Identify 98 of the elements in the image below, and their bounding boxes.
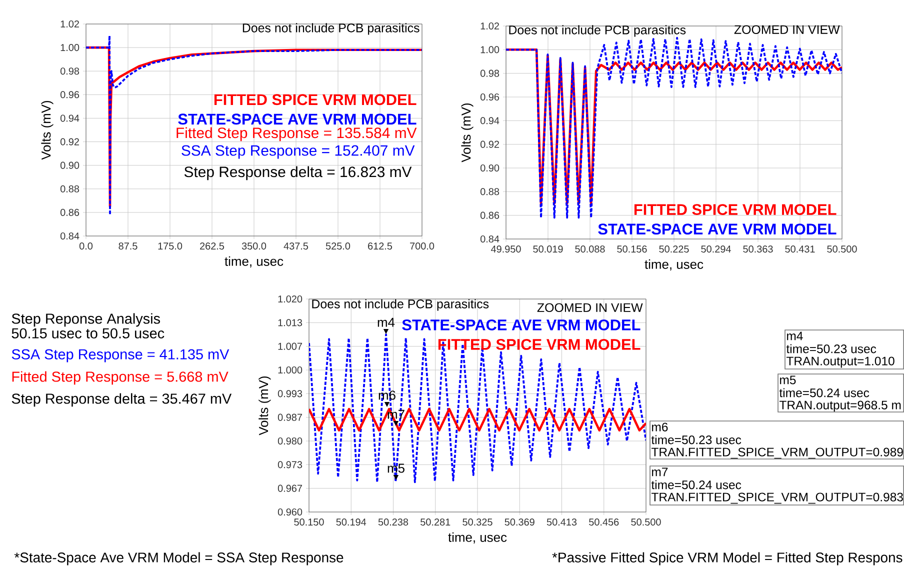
text: STATE-SPACE AVE VRM MODEL bbox=[178, 114, 416, 125]
x-axis-title: time, usec bbox=[448, 532, 507, 544]
y-tick-label: 1.007 bbox=[278, 342, 302, 350]
y-tick-label: 0.960 bbox=[278, 508, 302, 516]
y-tick-label: 1.00 bbox=[60, 44, 80, 52]
x-tick-label: 50.088 bbox=[575, 246, 605, 253]
text: m7 bbox=[652, 468, 668, 476]
y-tick-label: 1.020 bbox=[278, 295, 302, 303]
y-tick-label: 0.98 bbox=[480, 70, 500, 77]
x-tick-label: 50.369 bbox=[504, 518, 534, 526]
x-axis-title: time, usec bbox=[224, 256, 284, 268]
x-tick-label: 437.5 bbox=[284, 242, 308, 250]
x-tick-label: 50.294 bbox=[701, 246, 731, 253]
text: TRAN.output=968.5 m bbox=[779, 400, 901, 412]
annotation: m6 bbox=[378, 390, 396, 400]
text: FITTED SPICE VRM MODEL bbox=[634, 204, 836, 216]
annotation: Step Response delta = 16.823 mV bbox=[184, 166, 412, 180]
y-tick-label: 0.987 bbox=[278, 414, 302, 421]
text: *Passive Fitted Spice VRM Model = Fitted Step Respons bbox=[552, 552, 902, 566]
y-tick-label: 0.88 bbox=[60, 185, 80, 192]
x-tick-label: 0.0 bbox=[79, 242, 93, 250]
x-tick-label: 525.0 bbox=[326, 242, 350, 250]
text: 50.15 usec to 50.5 usec bbox=[12, 328, 164, 338]
y-tick-label: 1.000 bbox=[278, 366, 302, 374]
y-tick-label: 1.013 bbox=[278, 319, 302, 326]
x-tick-label: 262.5 bbox=[200, 242, 224, 250]
x-tick-label: 700.0 bbox=[410, 242, 434, 250]
text: Step Reponse Analysis bbox=[12, 313, 160, 327]
y-tick-label: 0.980 bbox=[278, 437, 302, 445]
text: time=50.23 usec bbox=[786, 344, 876, 354]
x-axis-title: time, usec bbox=[644, 259, 704, 270]
y-tick-label: 0.92 bbox=[60, 138, 79, 146]
x-tick-label: 50.456 bbox=[589, 518, 619, 526]
y-tick-label: 0.94 bbox=[60, 114, 80, 122]
x-tick-label: 50.150 bbox=[294, 518, 324, 526]
series-label: STATE-SPACE AVE VRM MODEL bbox=[402, 319, 640, 330]
annotation: m4 bbox=[378, 318, 395, 327]
series-label: STATE-SPACE AVE VRM MODEL bbox=[598, 224, 836, 235]
y-tick-label: 1.02 bbox=[480, 22, 499, 30]
text: m4 bbox=[787, 332, 803, 340]
text: TRAN.FITTED_SPICE_VRM_OUTPUT=0.989 bbox=[651, 448, 903, 459]
y-axis-title: Volts (mV) bbox=[41, 100, 54, 160]
x-tick-label: 50.363 bbox=[743, 246, 773, 253]
text: TRAN.output=1.010 bbox=[786, 356, 894, 368]
y-tick-label: 0.90 bbox=[60, 162, 80, 169]
y-tick-label: 0.88 bbox=[480, 188, 500, 196]
annotation: ZOOMED IN VIEW bbox=[537, 303, 643, 312]
annotation: SSA Step Response = 152.407 mV bbox=[182, 145, 415, 159]
annotation: Does not include PCB parasitics bbox=[242, 23, 420, 35]
y-tick-label: 0.96 bbox=[480, 93, 500, 101]
y-axis-title: Volts (mV) bbox=[258, 376, 271, 436]
annotation: Does not include PCB parasitics bbox=[312, 299, 489, 311]
text: Fitted Step Response = 5.668 mV bbox=[12, 371, 228, 385]
x-tick-label: 49.950 bbox=[491, 246, 521, 253]
x-tick-label: 50.238 bbox=[378, 518, 408, 526]
x-tick-label: 50.325 bbox=[462, 518, 492, 526]
annotation: Does not include PCB parasitics bbox=[509, 25, 686, 37]
x-tick-label: 50.413 bbox=[546, 518, 577, 526]
annotation: ZOOMED IN VIEW bbox=[734, 25, 840, 34]
y-axis-title: Volts (mV) bbox=[461, 103, 474, 162]
text: time=50.24 usec bbox=[651, 480, 742, 490]
x-tick-label: 175.0 bbox=[158, 242, 182, 250]
x-tick-label: 50.281 bbox=[420, 518, 450, 526]
x-tick-label: 50.225 bbox=[659, 246, 689, 253]
x-tick-label: 350.0 bbox=[242, 242, 266, 250]
text: TRAN.FITTED_SPICE_VRM_OUTPUT=0.983 bbox=[651, 492, 903, 504]
y-tick-label: 0.993 bbox=[278, 390, 302, 398]
y-tick-label: 1.00 bbox=[480, 46, 500, 54]
y-tick-label: 0.90 bbox=[480, 164, 500, 172]
x-tick-label: 50.500 bbox=[827, 246, 857, 253]
text: m5 bbox=[780, 376, 796, 384]
x-tick-label: 50.194 bbox=[336, 518, 366, 526]
annotation: Fitted Step Response = 135.584 mV bbox=[176, 127, 417, 142]
y-tick-label: 0.967 bbox=[278, 484, 302, 492]
x-tick-label: 50.156 bbox=[617, 246, 647, 253]
y-tick-label: 0.84 bbox=[60, 232, 80, 240]
x-tick-label: 50.431 bbox=[785, 246, 815, 253]
text: FITTED SPICE VRM MODEL bbox=[214, 94, 416, 106]
y-tick-label: 0.94 bbox=[480, 117, 500, 124]
y-tick-label: 0.973 bbox=[278, 461, 302, 468]
y-tick-label: 0.96 bbox=[60, 91, 80, 98]
text: m6 bbox=[652, 422, 668, 432]
x-tick-label: 50.019 bbox=[533, 246, 563, 253]
y-tick-label: 0.92 bbox=[480, 140, 499, 148]
text: *State-Space Ave VRM Model = SSA Step Response bbox=[14, 552, 344, 566]
text: SSA Step Response = 41.135 mV bbox=[12, 349, 230, 362]
text: time=50.24 usec bbox=[779, 388, 870, 398]
y-tick-label: 1.02 bbox=[60, 20, 79, 28]
x-tick-label: 87.5 bbox=[118, 242, 138, 250]
annotation: m5 bbox=[388, 464, 404, 473]
text: time=50.23 usec bbox=[651, 435, 742, 444]
x-tick-label: 612.5 bbox=[368, 242, 392, 250]
y-tick-label: 0.98 bbox=[60, 68, 80, 75]
text: Step Response delta = 35.467 mV bbox=[12, 393, 232, 407]
y-tick-label: 0.86 bbox=[60, 208, 80, 216]
x-tick-label: 50.500 bbox=[631, 518, 661, 526]
y-tick-label: 0.86 bbox=[480, 212, 500, 219]
y-tick-label: 0.84 bbox=[480, 235, 500, 243]
